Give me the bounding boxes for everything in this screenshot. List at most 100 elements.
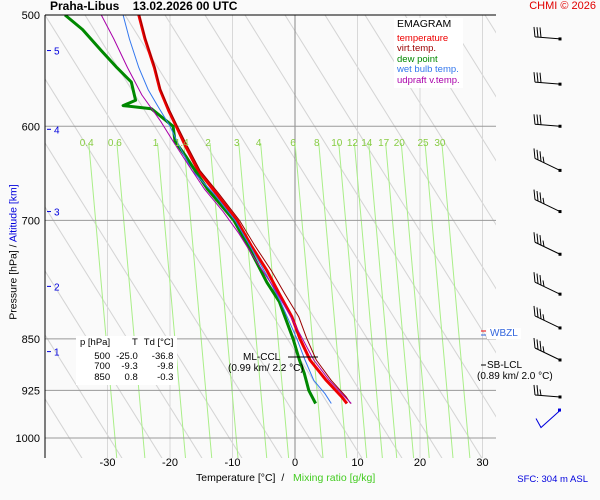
series-line-temperature [137, 15, 349, 405]
legend-item-dew-point: dew point [397, 53, 438, 65]
wind-barb-staff [534, 157, 561, 171]
dry-adiabat-line [45, 142, 243, 458]
wind-barb [533, 114, 562, 128]
wind-barb-flag [539, 114, 542, 125]
wind-barb-station-dot [558, 210, 562, 214]
legend-title: EMAGRAM [397, 18, 452, 30]
wind-barb-flag [533, 384, 536, 396]
wind-barb-station-dot [558, 82, 562, 86]
mixing-ratio-line [400, 142, 430, 458]
copyright: CHMI © 2026 [529, 0, 596, 12]
wind-barb-station-dot [558, 395, 562, 399]
wind-barb-flag [539, 274, 542, 286]
x-tick-label: 10 [351, 457, 363, 469]
wind-barb-flag [539, 72, 542, 83]
wind-barb-flag [536, 233, 539, 244]
grid-layer [45, 15, 600, 495]
summary-table: p [hPa] T Td [°C] 500 -25.0 -36.8 700 -9… [76, 336, 178, 385]
wind-barb-flag [536, 190, 539, 202]
cell-dewpoint: -36.8 [151, 350, 174, 362]
y-tick-label: 850 [22, 334, 40, 346]
mixing-ratio-line [88, 142, 118, 458]
dry-adiabat-line [444, 15, 496, 98]
dry-adiabat-line [404, 15, 496, 162]
dry-adiabat-line [45, 15, 323, 458]
wind-barb-flag [533, 337, 536, 349]
wind-barb-station-dot [558, 37, 562, 41]
cell-pressure: 850 [94, 371, 111, 383]
mixing-ratio-label: 4 [256, 138, 262, 149]
mixing-ratio-label: 1.4 [175, 138, 189, 149]
mixing-ratio-label: 2 [205, 138, 211, 149]
pressure-axis-label: Pressure [hPa] [7, 250, 20, 320]
wind-barb [533, 272, 562, 296]
surface-elevation: SFC: 304 m ASL [517, 474, 588, 485]
wind-barb-station-dot [558, 292, 562, 296]
wind-barb [533, 232, 562, 256]
dry-adiabat-line [484, 15, 496, 34]
mixing-ratio-line [424, 142, 454, 458]
wind-barb-flag [536, 149, 539, 160]
wind-barb-flag [539, 192, 542, 203]
y-tick-label: 1000 [16, 433, 40, 445]
altitude-tick-label: 2 [54, 282, 60, 293]
y-axis-label: Pressure [hPa] / Altitude [km] [8, 184, 20, 319]
wind-barb [533, 305, 562, 330]
axis-label-separator: / [278, 472, 291, 484]
wind-barb-staff [534, 394, 561, 398]
dry-adiabat-line [364, 15, 496, 226]
axis-layer: 0.4 0.6 1 1.4 2 3 4 6 8 10 12 14 17 20 25 3050060070085… [16, 10, 496, 469]
mixing-ratio-label: 12 [347, 138, 359, 149]
dry-adiabat-line [45, 334, 123, 458]
wind-barb-staff [534, 36, 561, 40]
sounding-datetime: 13.02.2026 00 UTC [132, 0, 238, 13]
wind-barb-staff [534, 81, 561, 85]
wind-barb [533, 384, 562, 399]
wind-barb-flag [533, 305, 536, 317]
wind-barb-half-flag [539, 389, 542, 396]
legend: EMAGRAM temperature virt.temp. dew point… [394, 18, 463, 88]
wind-barb-half-flag [542, 240, 545, 247]
mixing-ratio-line [441, 142, 471, 458]
wind-barb-flag [533, 272, 536, 283]
mixing-ratio-line [183, 142, 213, 458]
series-line-dew-point [64, 15, 317, 405]
series-line-virt-temp- [138, 15, 352, 404]
mixing-ratio-label: 1 [153, 138, 159, 149]
dry-adiabat-line [124, 15, 403, 458]
mixing-ratio-line [238, 142, 268, 458]
ml-ccl-label: ML-CCL [243, 352, 281, 363]
wind-barb-staff [534, 199, 561, 213]
wind-barb-flag [536, 385, 539, 396]
dry-adiabat-line [565, 15, 600, 495]
ml-ccl-detail: (0.99 km/ 2.2 °C) [228, 363, 304, 374]
wind-barb-flag [533, 232, 536, 243]
wind-barb-staff [534, 123, 561, 127]
y-tick-label: 500 [22, 10, 40, 22]
dry-adiabat-line [164, 15, 443, 458]
x-tick-label: 20 [414, 457, 426, 469]
mixing-ratio-label: 0.6 [108, 138, 122, 149]
dry-adiabat-line [525, 15, 600, 495]
wind-barb-station-dot [558, 168, 562, 172]
x-axis-label: Temperature [°C] / Mixing ratio [g/kg] [196, 472, 375, 484]
wind-barb-station-dot [558, 326, 562, 330]
series-line-wet-bulb-temp- [122, 15, 332, 404]
wind-barb [533, 148, 562, 172]
header-temp: T [131, 337, 138, 348]
mixing-ratio-label: 17 [378, 138, 390, 149]
wind-barb-staff [534, 281, 561, 295]
y-tick-label: 600 [22, 121, 40, 133]
mixing-ratio-line [385, 142, 415, 458]
dry-adiabat-line [324, 15, 496, 290]
mixing-ratio-label: 6 [290, 138, 296, 149]
series-line-udpraft-v-temp- [100, 15, 352, 404]
wind-barb-flag [533, 189, 536, 200]
dry-adiabat-line [45, 270, 163, 458]
mixing-ratio-label: 3 [234, 138, 240, 149]
wind-barb-flag [536, 339, 539, 350]
header-pressure: p [hPa] [80, 337, 111, 348]
mixing-ratio-line [116, 142, 146, 458]
series-layer [64, 15, 352, 405]
